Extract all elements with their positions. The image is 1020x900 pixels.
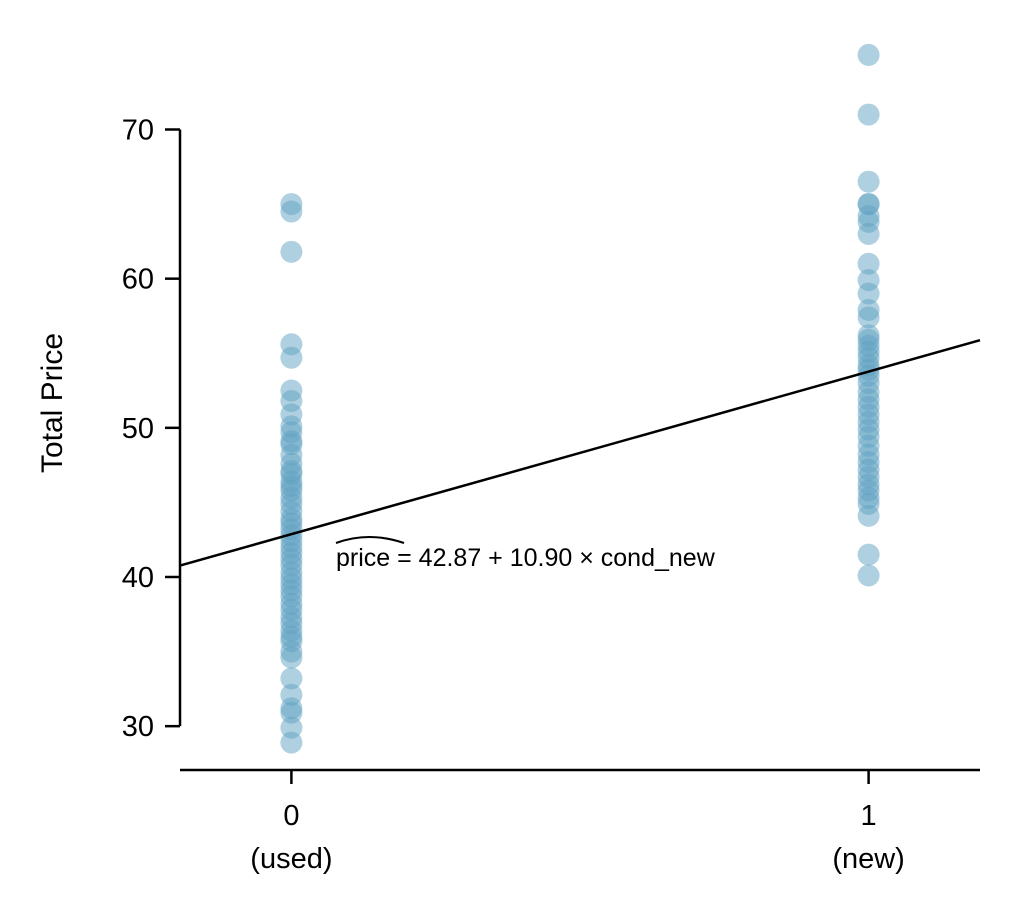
x-tick-sublabel: (used) — [250, 843, 332, 875]
data-point — [280, 731, 303, 754]
data-point — [857, 282, 880, 305]
y-axis-label: Total Price — [36, 333, 69, 473]
data-point — [857, 543, 880, 566]
equation-hat-term: price — [336, 544, 390, 572]
y-tick-label: 40 — [122, 562, 154, 594]
x-tick-label: 1 — [861, 800, 877, 832]
data-point — [857, 103, 880, 126]
data-point — [857, 504, 880, 527]
hat-arc — [335, 536, 405, 544]
x-tick-sublabel: (new) — [832, 843, 905, 875]
data-point — [857, 170, 880, 193]
data-point — [857, 252, 880, 275]
y-tick-label: 60 — [122, 264, 154, 296]
y-tick-label: 50 — [122, 413, 154, 445]
regression-line — [179, 339, 981, 567]
data-point — [280, 346, 303, 369]
x-tick-label: 0 — [283, 800, 299, 832]
data-point — [280, 667, 303, 690]
regression-equation-text: price = 42.87 + 10.90 × cond_new — [336, 544, 716, 572]
points-layer — [280, 43, 880, 754]
data-point — [280, 240, 303, 263]
regression-equation: price = 42.87 + 10.90 × cond_new — [335, 536, 716, 572]
data-point — [857, 306, 880, 329]
data-point — [280, 646, 303, 669]
axes-layer: 30 40 50 60 70 0 (used) 1 (new) — [122, 115, 980, 875]
y-tick-label: 30 — [122, 711, 154, 743]
y-tick-label: 70 — [122, 115, 154, 147]
data-point — [857, 564, 880, 587]
data-point — [857, 222, 880, 245]
data-point — [857, 43, 880, 66]
data-point — [280, 200, 303, 223]
equation-rest: = 42.87 + 10.90 × cond_new — [390, 544, 716, 572]
regression-layer — [179, 339, 981, 567]
